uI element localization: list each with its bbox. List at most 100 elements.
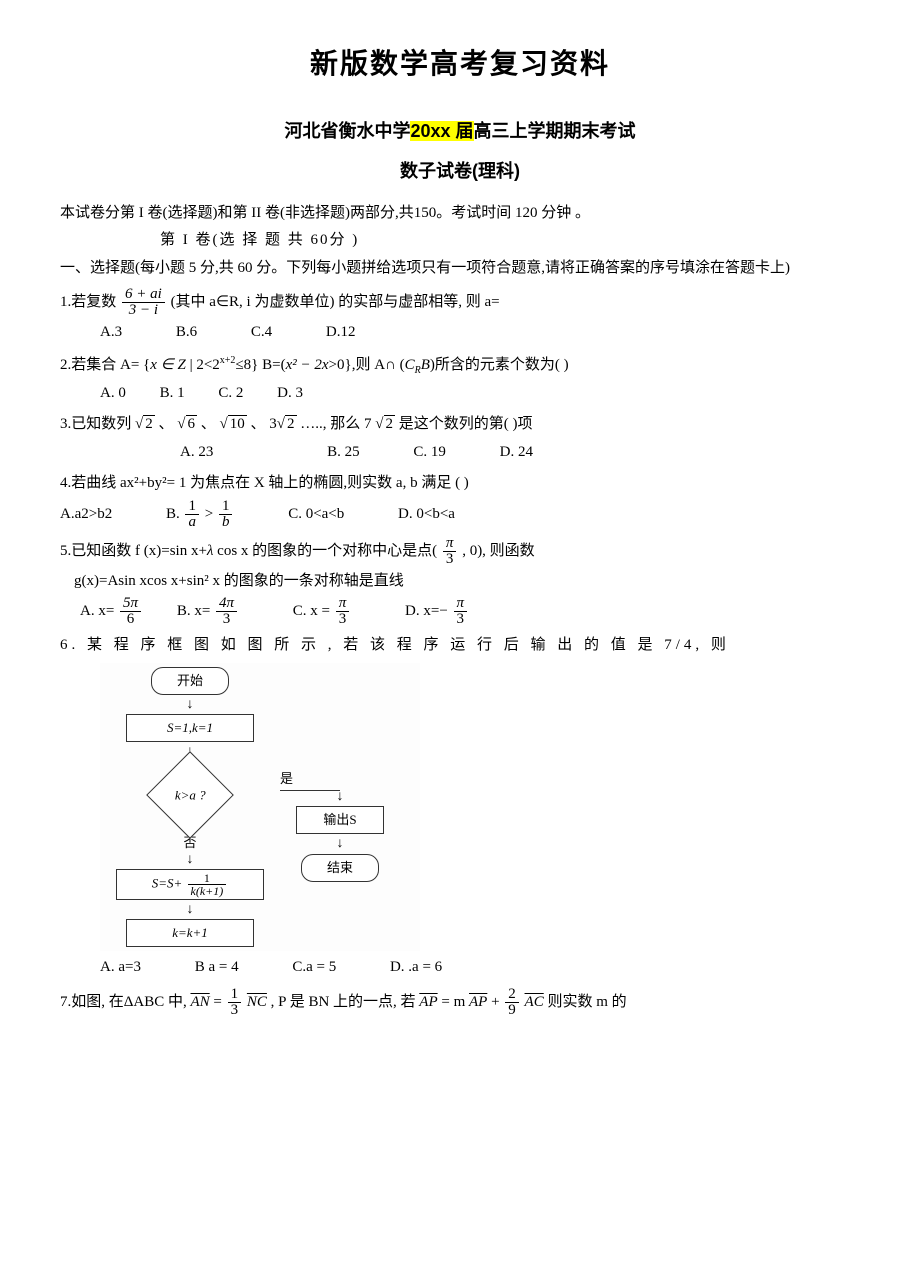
q3-opt-b: B. 25 [327, 440, 360, 466]
question-1: 1.若复数 6 + ai 3 − i (其中 a∈R, i 为虚数单位) 的实部… [60, 287, 860, 318]
q5-opt-b: B. x= 4π3 [177, 596, 239, 627]
fc-start: 开始 [151, 667, 229, 695]
q2-cond: | 2<2 [186, 357, 220, 373]
q5-stem-c: , 0), 则函数 [462, 543, 535, 559]
subtitle-suffix: 高三上学期期末考试 [474, 121, 636, 141]
q7-vec-ap: AP [419, 994, 437, 1010]
q5-a-d: 6 [120, 612, 141, 627]
q3-stem-a: 3.已知数列 [60, 416, 131, 432]
question-6: 6. 某 程 序 框 图 如 图 所 示 , 若 该 程 序 运 行 后 输 出… [60, 633, 860, 659]
q4-opt-a: A.a2>b2 [60, 502, 112, 528]
q5-d-pre: D. x=− [405, 603, 448, 619]
q2-opt-b: B. 1 [160, 381, 185, 407]
q7-ac-d: 9 [505, 1003, 519, 1018]
q3-sqrt2: 6 [177, 412, 197, 438]
question-5: 5.已知函数 f (x)=sin x+λ cos x 的图象的一个对称中心是点(… [60, 536, 860, 567]
fc-upd-n: 1 [188, 872, 227, 885]
q2-opt-c: C. 2 [218, 381, 243, 407]
fc-end: 结束 [301, 854, 379, 882]
q3-pre3: 、 3 [251, 416, 277, 432]
main-title: 新版数学高考复习资料 [60, 40, 860, 88]
fc-out: 输出S [296, 806, 384, 834]
fc-arrow: ↓ [187, 699, 194, 710]
fc-upd-d: k(k+1) [188, 885, 227, 897]
question-2: 2.若集合 A= {x ∈ Z | 2<2x+2≤8} B=(x² − 2x>0… [60, 352, 860, 379]
q3-sqrt4: 2 [375, 412, 395, 438]
q7-stem-c: 则实数 m 的 [547, 994, 626, 1010]
q5-pnum: π [443, 536, 457, 552]
q3-r2: 6 [186, 415, 198, 432]
q4-b-pre: B. [166, 506, 184, 522]
q6-opt-d: D. .a = 6 [390, 955, 442, 981]
q4-b-d2: b [219, 515, 233, 530]
q7-vec-ac: AC [525, 994, 544, 1010]
fc-inc: k=k+1 [126, 919, 254, 947]
q5-b-pre: B. x= [177, 603, 210, 619]
fc-cond: k>a ? [146, 751, 234, 839]
q2-exp: x+2 [220, 355, 236, 366]
q3-r4: 2 [384, 415, 396, 432]
q5-c-d: 3 [336, 612, 350, 627]
q5-a-pre: A. x= [80, 603, 114, 619]
q1-opt-c: C.4 [251, 320, 272, 346]
q3-r3: 10 [228, 415, 247, 432]
q3-sqrt1: 2 [135, 412, 155, 438]
q5-d-n: π [454, 596, 468, 612]
q5-options: A. x= 5π6 B. x= 4π3 C. x = π3 D. x=− π3 [80, 596, 860, 627]
q5-b-n: 4π [216, 596, 237, 612]
q5-opt-d: D. x=− π3 [405, 596, 469, 627]
question-7: 7.如图, 在ΔABC 中, AN = 13 NC , P 是 BN 上的一点,… [60, 987, 860, 1018]
q2-stem-a: 2.若集合 A= { [60, 357, 150, 373]
q6-opt-c: C.a = 5 [292, 955, 336, 981]
section1-desc: 一、选择题(每小题 5 分,共 60 分。下列每小题拼给选项只有一项符合题意,请… [60, 256, 860, 282]
q5-a-n: 5π [120, 596, 141, 612]
q3-sqrt3: 10 [220, 412, 247, 438]
q5-c-pre: C. x = [293, 603, 334, 619]
q2-c: C [405, 357, 415, 373]
q1-frac-den: 3 − i [122, 303, 165, 318]
q2-options: A. 0 B. 1 C. 2 D. 3 [100, 381, 860, 407]
subtitle-year-highlight: 20xx 届 [410, 121, 473, 141]
fc-yes-label: 是 [280, 768, 293, 790]
q7-vec-an: AN [191, 994, 210, 1010]
q4-options: A.a2>b2 B. 1a > 1b C. 0<a<b D. 0<b<a [60, 499, 860, 530]
q5-opt-a: A. x= 5π6 [80, 596, 143, 627]
q7-an-n: 1 [228, 987, 242, 1003]
q2-opt-d: D. 3 [277, 381, 303, 407]
fc-upd-pre: S=S+ [152, 875, 183, 890]
q3-sqrt3b: 2 [277, 412, 297, 438]
q5-c-n: π [336, 596, 350, 612]
q1-stem-a: 1.若复数 [60, 294, 116, 310]
q1-opt-a: A.3 [100, 320, 122, 346]
q3-stem-b: ….., 那么 7 [300, 416, 371, 432]
q3-r3b: 2 [285, 415, 297, 432]
q2-cond2: ≤8} B=( [235, 357, 285, 373]
q1-stem-b: (其中 a∈R, i 为虚数单位) 的实部与虚部相等, 则 a= [171, 294, 500, 310]
q3-r1: 2 [143, 415, 155, 432]
q4-b-n1: 1 [185, 499, 199, 515]
section1-header: 第 I 卷(选 择 题 共 60分 ) [160, 228, 860, 254]
flowchart: 开始 ↓ S=1,k=1 ↓ k>a ? 否 ↓ S=S+ 1k(k+1) ↓ … [100, 663, 420, 951]
fc-update: S=S+ 1k(k+1) [116, 869, 264, 900]
q4-b-mid: > [205, 506, 213, 522]
q2-cond4: )所含的元素个数为( ) [430, 357, 569, 373]
q1-fraction: 6 + ai 3 − i [122, 287, 165, 318]
q7-vec-nc: NC [247, 994, 267, 1010]
q2-set: x ∈ Z [150, 357, 186, 373]
q7-an-d: 3 [228, 1003, 242, 1018]
fc-arrow: ↓ [187, 904, 194, 915]
fc-arrow: ↓ [337, 838, 344, 849]
q1-opt-d: D.12 [326, 320, 356, 346]
q7-vec-ap2: AP [469, 994, 487, 1010]
q7-stem-a: 7.如图, 在ΔABC 中, [60, 994, 191, 1010]
fc-out-text: 输出S [323, 812, 356, 827]
fc-cond-text: k>a ? [175, 783, 206, 805]
subtitle: 河北省衡水中学20xx 届高三上学期期末考试 [60, 116, 860, 147]
q3-opt-d: D. 24 [500, 440, 533, 466]
subject-title: 数子试卷(理科) [60, 156, 860, 187]
q6-opt-a: A. a=3 [100, 955, 141, 981]
q4-opt-b: B. 1a > 1b [166, 499, 234, 530]
q5-opt-c: C. x = π3 [293, 596, 351, 627]
q3-opt-a: A. 23 [180, 440, 213, 466]
fc-init: S=1,k=1 [126, 714, 254, 742]
